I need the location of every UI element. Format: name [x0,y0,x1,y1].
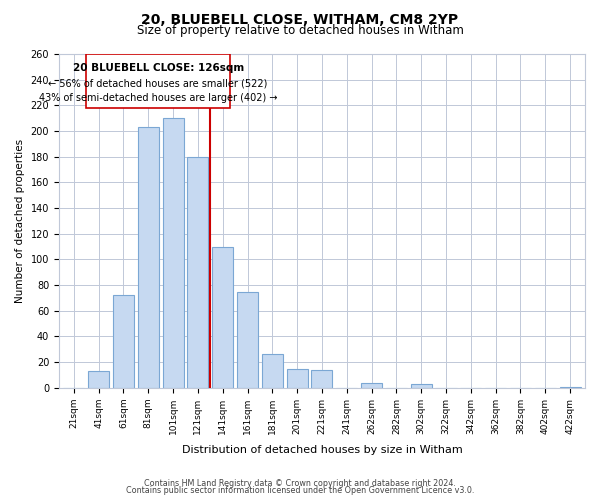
Text: 43% of semi-detached houses are larger (402) →: 43% of semi-detached houses are larger (… [39,92,277,102]
Bar [410,384,432,388]
Y-axis label: Number of detached properties: Number of detached properties [15,139,25,303]
Bar [113,296,134,388]
Text: Contains public sector information licensed under the Open Government Licence v3: Contains public sector information licen… [126,486,474,495]
Text: Contains HM Land Registry data © Crown copyright and database right 2024.: Contains HM Land Registry data © Crown c… [144,478,456,488]
Bar [361,382,382,388]
Bar [560,386,581,388]
Text: ← 56% of detached houses are smaller (522): ← 56% of detached houses are smaller (52… [49,78,268,88]
Bar [287,368,308,388]
Text: Size of property relative to detached houses in Witham: Size of property relative to detached ho… [137,24,463,37]
Bar [163,118,184,388]
Text: 20, BLUEBELL CLOSE, WITHAM, CM8 2YP: 20, BLUEBELL CLOSE, WITHAM, CM8 2YP [142,12,458,26]
Bar [187,156,208,388]
Bar [137,127,159,388]
Bar [212,246,233,388]
Bar [88,371,109,388]
FancyBboxPatch shape [86,54,230,108]
Bar [262,354,283,388]
Text: 20 BLUEBELL CLOSE: 126sqm: 20 BLUEBELL CLOSE: 126sqm [73,63,244,73]
Bar [311,370,332,388]
Bar [237,292,258,388]
X-axis label: Distribution of detached houses by size in Witham: Distribution of detached houses by size … [182,445,463,455]
